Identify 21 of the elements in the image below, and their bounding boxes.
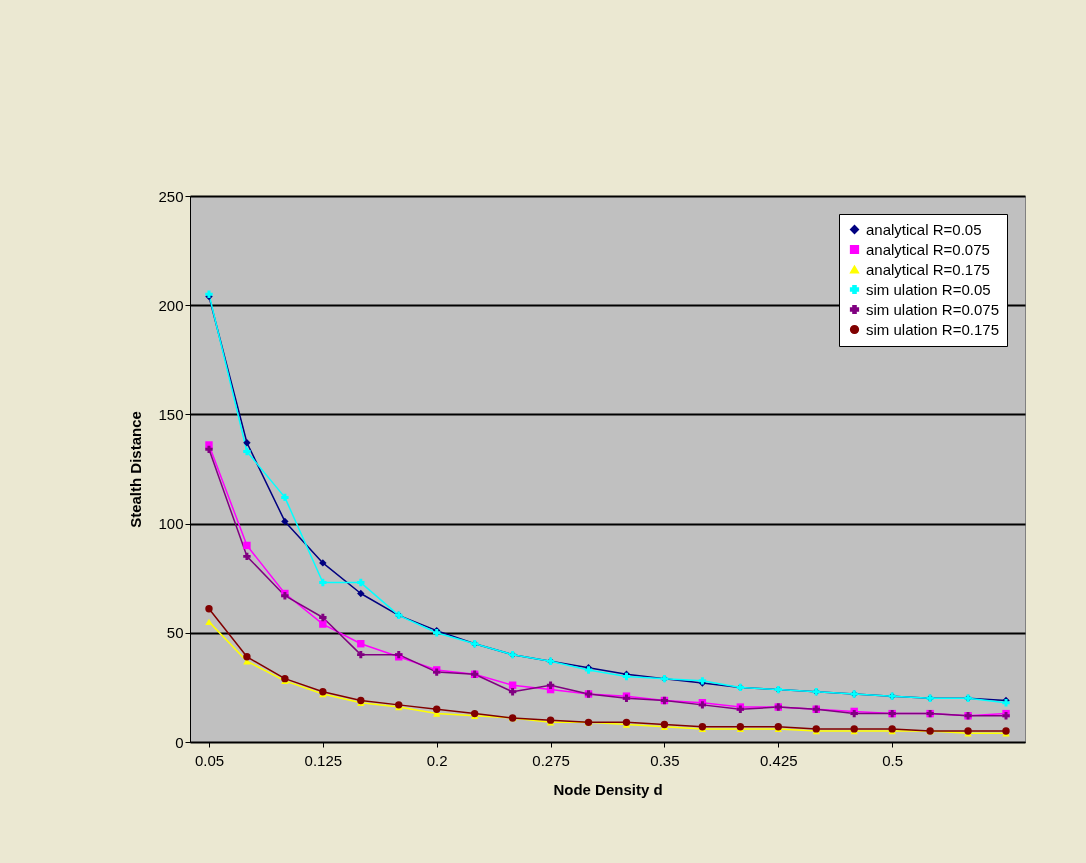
y-axis-title: Stealth Distance <box>127 411 145 528</box>
legend-label: sim ulation R=0.075 <box>866 300 999 318</box>
legend-label: analytical R=0.075 <box>866 240 990 258</box>
y-tick-label: 200 <box>158 296 184 314</box>
legend-label: sim ulation R=0.175 <box>866 320 999 338</box>
x-tick-label: 0.425 <box>760 751 798 769</box>
y-tick-label: 150 <box>158 405 184 423</box>
x-tick-label: 0.275 <box>532 751 570 769</box>
x-tick-label: 0.35 <box>650 751 680 769</box>
x-tick-label: 0.5 <box>882 751 904 769</box>
legend-label: sim ulation R=0.05 <box>866 280 991 298</box>
x-tick-label: 0.2 <box>426 751 448 769</box>
y-tick-label: 50 <box>166 624 184 642</box>
x-tick-label: 0.125 <box>304 751 343 769</box>
legend-label: analytical R=0.175 <box>866 260 990 278</box>
legend-label: analytical R=0.05 <box>866 220 982 238</box>
y-tick-label: 100 <box>158 515 184 533</box>
y-tick-label: 250 <box>158 187 184 205</box>
x-tick-label: 0.05 <box>194 751 225 769</box>
x-axis-title: Node Density d <box>553 780 663 798</box>
y-tick-label: 0 <box>175 733 184 751</box>
